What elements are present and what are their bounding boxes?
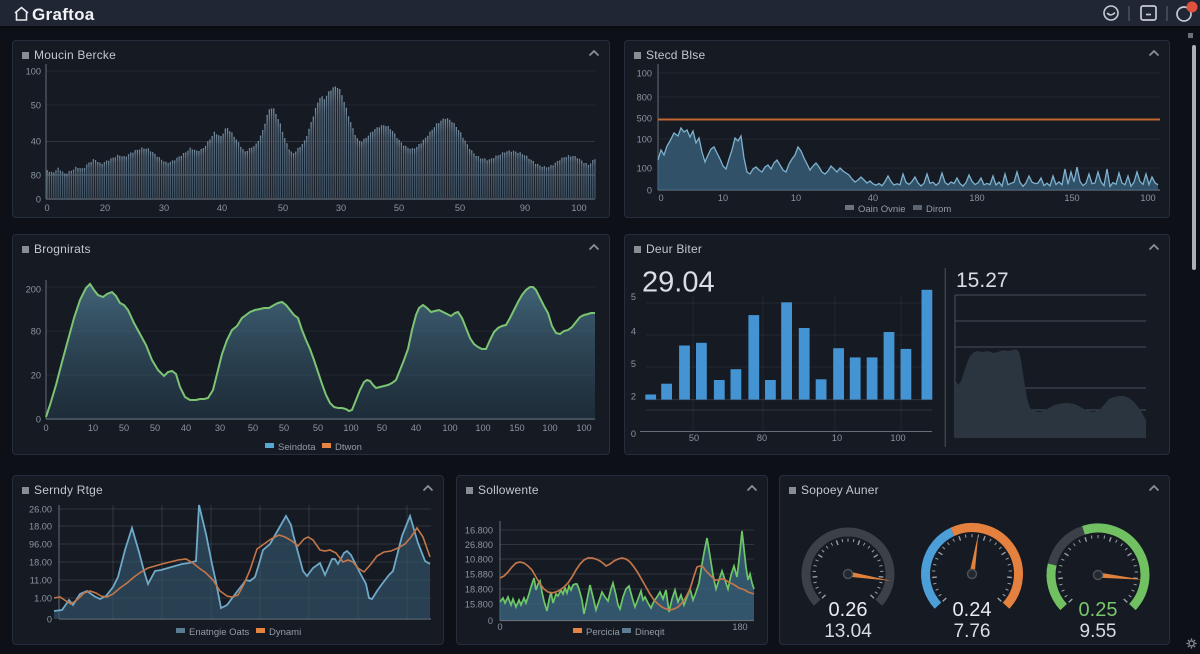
svg-text:50: 50	[377, 423, 387, 433]
svg-text:Dtwon: Dtwon	[335, 442, 362, 453]
svg-text:800: 800	[637, 93, 652, 103]
svg-text:40: 40	[411, 423, 421, 433]
svg-text:0: 0	[488, 616, 493, 626]
svg-text:1.00: 1.00	[34, 594, 52, 604]
svg-text:0.26: 0.26	[829, 599, 868, 621]
svg-text:10: 10	[88, 423, 98, 433]
svg-text:0: 0	[43, 423, 48, 433]
svg-text:0: 0	[36, 195, 41, 205]
svg-text:50: 50	[313, 423, 323, 433]
svg-text:11.00: 11.00	[30, 576, 52, 586]
svg-text:180: 180	[969, 193, 984, 203]
svg-text:100: 100	[1140, 193, 1155, 203]
svg-text:50: 50	[689, 433, 699, 443]
svg-text:30: 30	[336, 203, 346, 213]
svg-text:Dynami: Dynami	[269, 627, 301, 638]
svg-text:Percicia: Percicia	[586, 627, 621, 638]
svg-text:100: 100	[26, 67, 41, 77]
svg-text:13.04: 13.04	[824, 621, 872, 642]
svg-text:200: 200	[26, 285, 41, 295]
svg-text:10.800: 10.800	[465, 555, 493, 565]
svg-text:100: 100	[637, 69, 652, 79]
svg-text:0: 0	[631, 429, 636, 439]
svg-text:0: 0	[497, 622, 502, 632]
svg-text:50: 50	[119, 423, 129, 433]
svg-text:4: 4	[631, 327, 636, 337]
svg-text:26.800: 26.800	[465, 540, 493, 550]
svg-text:50: 50	[278, 203, 288, 213]
svg-text:16.800: 16.800	[465, 526, 493, 536]
svg-text:0.25: 0.25	[1079, 599, 1118, 621]
svg-text:100: 100	[475, 423, 490, 433]
svg-text:80: 80	[757, 433, 767, 443]
svg-text:50: 50	[279, 423, 289, 433]
svg-text:50: 50	[394, 203, 404, 213]
svg-text:15.27: 15.27	[956, 269, 1009, 292]
svg-text:Enatngie Oats: Enatngie Oats	[189, 627, 249, 638]
svg-text:5: 5	[631, 359, 636, 369]
svg-text:10: 10	[718, 193, 728, 203]
svg-text:26.00: 26.00	[29, 505, 52, 515]
svg-text:0: 0	[36, 415, 41, 425]
svg-text:15.880: 15.880	[465, 570, 493, 580]
svg-text:9.55: 9.55	[1080, 621, 1117, 642]
svg-text:2: 2	[631, 392, 636, 402]
svg-text:10: 10	[832, 433, 842, 443]
svg-text:100: 100	[890, 433, 905, 443]
svg-text:40: 40	[868, 193, 878, 203]
svg-text:20: 20	[31, 371, 41, 381]
svg-text:0: 0	[47, 615, 52, 625]
svg-text:100: 100	[442, 423, 457, 433]
svg-text:30: 30	[215, 423, 225, 433]
svg-text:15.800: 15.800	[465, 600, 493, 610]
svg-text:100: 100	[637, 164, 652, 174]
svg-text:Oain Ovnie: Oain Ovnie	[858, 204, 906, 215]
svg-text:100: 100	[343, 423, 358, 433]
svg-text:18.00: 18.00	[29, 522, 52, 532]
svg-text:150: 150	[1064, 193, 1079, 203]
svg-text:40: 40	[217, 203, 227, 213]
svg-text:500: 500	[637, 114, 652, 124]
svg-text:100: 100	[571, 203, 586, 213]
svg-text:30: 30	[159, 203, 169, 213]
svg-text:20: 20	[100, 203, 110, 213]
svg-text:18.00: 18.00	[29, 558, 52, 568]
svg-text:180: 180	[732, 622, 747, 632]
svg-text:50: 50	[150, 423, 160, 433]
svg-text:5: 5	[631, 292, 636, 302]
svg-text:40: 40	[31, 137, 41, 147]
svg-text:29.04: 29.04	[642, 267, 715, 299]
svg-text:100: 100	[576, 423, 591, 433]
svg-text:80: 80	[31, 171, 41, 181]
svg-text:96.00: 96.00	[29, 540, 52, 550]
svg-text:40: 40	[181, 423, 191, 433]
svg-text:0: 0	[44, 203, 49, 213]
svg-text:0.24: 0.24	[953, 599, 992, 621]
svg-text:Dirom: Dirom	[926, 204, 951, 215]
svg-text:100: 100	[637, 135, 652, 145]
svg-text:90: 90	[520, 203, 530, 213]
svg-text:50: 50	[455, 203, 465, 213]
svg-text:150: 150	[509, 423, 524, 433]
svg-text:18.800: 18.800	[465, 585, 493, 595]
svg-text:Seindota: Seindota	[278, 442, 316, 453]
svg-text:0: 0	[658, 193, 663, 203]
svg-text:100: 100	[542, 423, 557, 433]
svg-text:Dineqit: Dineqit	[635, 627, 665, 638]
svg-text:50: 50	[248, 423, 258, 433]
svg-text:50: 50	[31, 101, 41, 111]
svg-text:10: 10	[791, 193, 801, 203]
svg-text:0: 0	[647, 186, 652, 196]
svg-text:80: 80	[31, 327, 41, 337]
svg-text:7.76: 7.76	[954, 621, 991, 642]
